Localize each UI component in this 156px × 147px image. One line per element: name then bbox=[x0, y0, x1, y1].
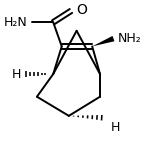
Text: H: H bbox=[111, 121, 120, 134]
Text: NH₂: NH₂ bbox=[118, 32, 141, 45]
Text: H₂N: H₂N bbox=[4, 16, 28, 29]
Text: O: O bbox=[77, 2, 88, 16]
Polygon shape bbox=[92, 36, 115, 46]
Text: H: H bbox=[11, 67, 21, 81]
